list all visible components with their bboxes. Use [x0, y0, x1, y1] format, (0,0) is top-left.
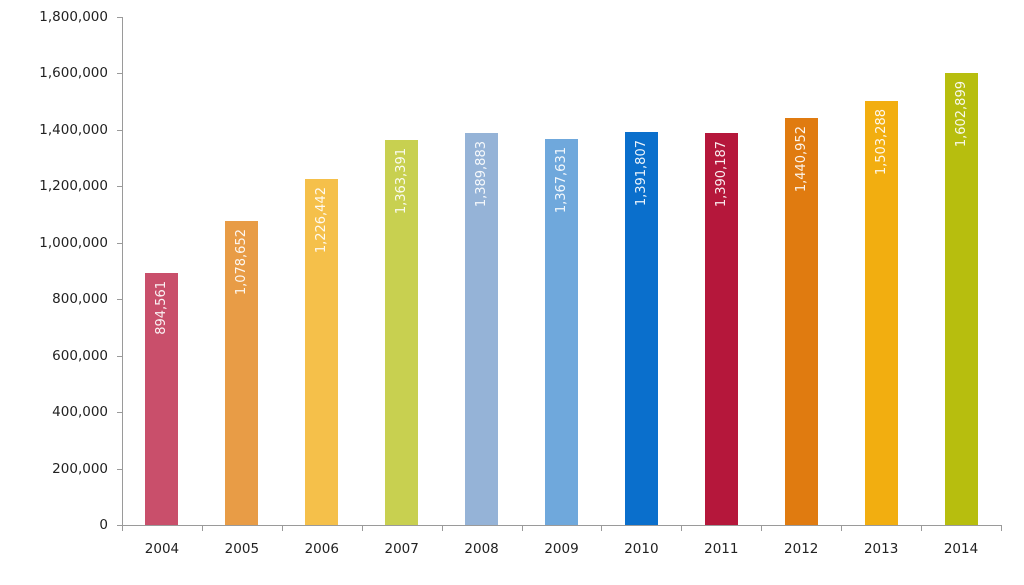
y-tick-label: 200,000 [52, 460, 108, 477]
y-tick-mark [117, 469, 122, 470]
bar-2006: 1,226,442 [305, 179, 338, 525]
y-tick-mark [117, 299, 122, 300]
y-tick-label: 1,400,000 [39, 121, 108, 138]
bar-value-label: 1,363,391 [393, 148, 409, 215]
y-tick-label: 600,000 [52, 347, 108, 364]
x-tick-label: 2010 [624, 541, 659, 557]
y-tick-label: 1,800,000 [39, 9, 108, 25]
bar-value-label: 1,078,652 [233, 229, 249, 296]
x-tick-mark [601, 525, 602, 531]
y-tick-mark [117, 73, 122, 74]
bar-2007: 1,363,391 [385, 140, 418, 525]
y-tick-mark [117, 525, 122, 526]
bar-value-label: 1,391,807 [633, 140, 649, 207]
y-tick-label: 0 [99, 517, 108, 533]
x-tick-mark [841, 525, 842, 531]
bar-2013: 1,503,288 [865, 101, 898, 525]
y-tick-mark [117, 356, 122, 357]
bar-value-label: 1,390,187 [713, 141, 729, 208]
x-tick-mark [282, 525, 283, 531]
x-tick-mark [1001, 525, 1002, 531]
y-tick-label: 1,000,000 [39, 234, 108, 251]
y-tick-label: 1,600,000 [39, 65, 108, 82]
bar-value-label: 894,561 [153, 281, 169, 335]
x-tick-label: 2014 [943, 541, 979, 557]
x-tick-mark [681, 525, 682, 531]
y-tick-label: 1,200,000 [39, 178, 108, 195]
bar-value-label: 1,226,442 [313, 187, 329, 254]
y-tick-mark [117, 130, 122, 131]
x-tick-label: 2004 [144, 541, 180, 557]
x-tick-label: 2008 [464, 541, 499, 557]
x-tick-mark [202, 525, 203, 531]
y-tick-mark [117, 17, 122, 18]
x-tick-label: 2011 [704, 541, 739, 557]
x-tick-label: 2006 [304, 541, 339, 557]
x-tick-mark [921, 525, 922, 531]
bar-2004: 894,561 [145, 273, 178, 525]
y-tick-mark [117, 186, 122, 187]
bar-2009: 1,367,631 [545, 139, 578, 525]
y-tick-label: 400,000 [52, 404, 108, 421]
x-axis-line [122, 525, 1001, 526]
x-tick-mark [122, 525, 123, 531]
bar-value-label: 1,367,631 [553, 147, 569, 214]
y-tick-mark [117, 243, 122, 244]
x-tick-mark [761, 525, 762, 531]
x-tick-mark [522, 525, 523, 531]
y-axis-line [122, 17, 123, 526]
bar-value-label: 1,389,883 [473, 141, 489, 208]
bar-value-label: 1,602,899 [953, 81, 969, 148]
x-tick-mark [442, 525, 443, 531]
y-tick-label: 800,000 [52, 291, 108, 308]
x-tick-label: 2013 [863, 541, 899, 557]
bar-2008: 1,389,883 [465, 133, 498, 525]
y-tick-mark [117, 412, 122, 413]
x-tick-label: 2007 [384, 541, 419, 557]
bar-2005: 1,078,652 [225, 221, 258, 525]
x-tick-mark [362, 525, 363, 531]
x-tick-label: 2009 [544, 541, 579, 557]
x-tick-label: 2005 [224, 541, 260, 557]
x-tick-label: 2012 [784, 541, 819, 557]
bar-2012: 1,440,952 [785, 118, 818, 525]
bar-value-label: 1,440,952 [793, 126, 809, 193]
bar-2014: 1,602,899 [945, 73, 978, 525]
bar-2011: 1,390,187 [705, 133, 738, 525]
bar-2010: 1,391,807 [625, 132, 658, 525]
bar-value-label: 1,503,288 [873, 109, 889, 176]
